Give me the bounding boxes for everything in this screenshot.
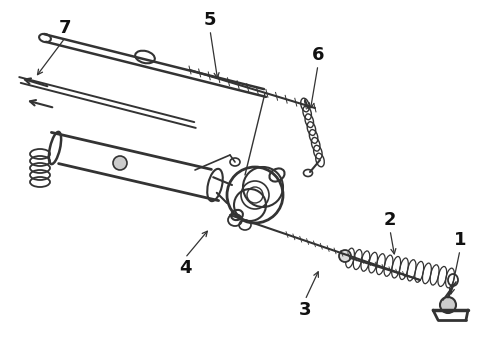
Circle shape (113, 156, 127, 170)
Ellipse shape (339, 250, 351, 262)
Text: 3: 3 (299, 301, 311, 319)
Text: 2: 2 (384, 211, 396, 229)
Text: 7: 7 (59, 19, 71, 37)
Text: 4: 4 (179, 259, 191, 277)
Text: 1: 1 (454, 231, 466, 249)
Circle shape (440, 297, 456, 313)
Text: 6: 6 (312, 46, 324, 64)
Text: 5: 5 (204, 11, 216, 29)
